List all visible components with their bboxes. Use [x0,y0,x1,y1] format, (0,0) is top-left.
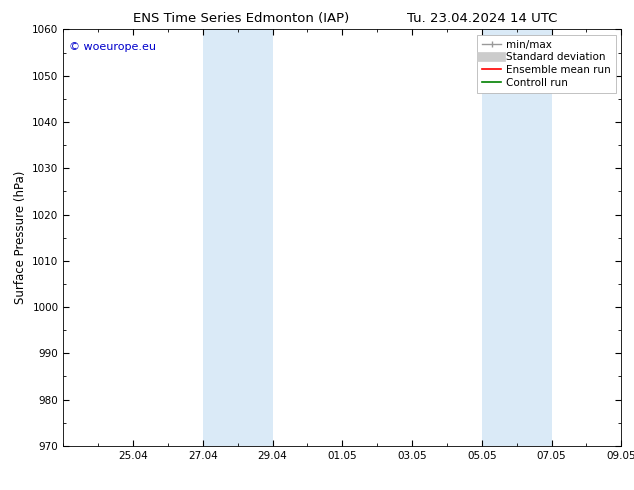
Bar [482,29,552,446]
Text: © woeurope.eu: © woeurope.eu [69,42,156,52]
Legend: min/max, Standard deviation, Ensemble mean run, Controll run: min/max, Standard deviation, Ensemble me… [477,35,616,93]
Text: ENS Time Series Edmonton (IAP): ENS Time Series Edmonton (IAP) [133,12,349,25]
Text: Tu. 23.04.2024 14 UTC: Tu. 23.04.2024 14 UTC [406,12,557,25]
Bar [203,29,273,446]
Y-axis label: Surface Pressure (hPa): Surface Pressure (hPa) [14,171,27,304]
